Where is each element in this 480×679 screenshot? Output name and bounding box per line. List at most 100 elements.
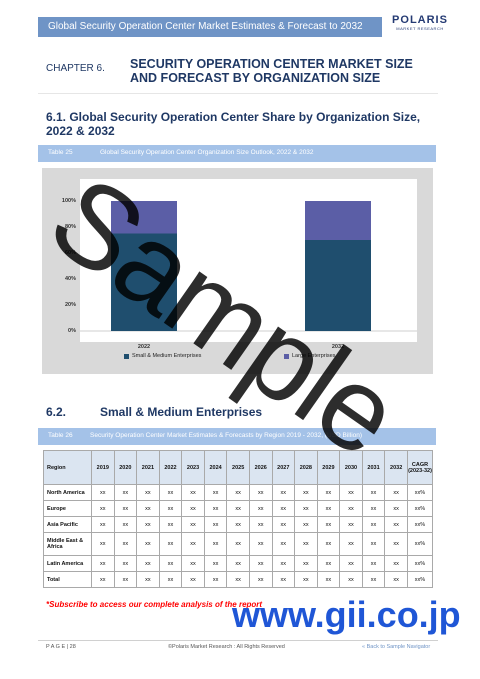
y-tick-label: 100% <box>61 198 76 204</box>
column-header: 2023 <box>181 450 205 485</box>
x-tick-label-2032: 2032 <box>331 344 345 350</box>
table-cell: xx% <box>407 516 433 533</box>
table-cell: xx <box>316 555 341 572</box>
table-cell: xx <box>339 555 363 572</box>
column-header: 2024 <box>203 450 228 485</box>
plot-area <box>80 179 417 342</box>
back-to-navigator-link[interactable]: « Back to Sample Navigator <box>362 644 431 650</box>
section-6-2-title: Small & Medium Enterprises <box>100 405 263 419</box>
table-cell: xx <box>361 500 386 517</box>
chapter-label: CHAPTER 6. <box>46 63 105 74</box>
table-cell: xx <box>271 555 296 572</box>
table-cell: xx <box>136 516 160 533</box>
chapter-divider <box>38 93 438 94</box>
table-25-number: Table 25 <box>48 149 73 156</box>
y-tick-label: 0% <box>68 328 76 334</box>
table-cell: xx <box>203 571 228 588</box>
x-tick-label-2022: 2022 <box>137 344 151 350</box>
subscribe-notice[interactable]: *Subscribe to access our complete analys… <box>46 600 263 609</box>
column-header: 2030 <box>339 450 363 485</box>
table-cell: xx <box>158 484 183 501</box>
table-cell: xx <box>113 555 138 572</box>
table-cell: xx <box>158 571 183 588</box>
table-cell: xx <box>181 500 205 517</box>
table-cell: xx <box>339 532 363 556</box>
table-cell: xx <box>361 555 386 572</box>
table-header-row: Region 2019 2020 2021 2022 2023 2024 2025 2026 20… <box>43 450 433 485</box>
row-label: Middle East & Africa <box>43 532 92 556</box>
footer-divider <box>38 640 438 641</box>
table-cell: xx <box>113 571 138 588</box>
table-cell: xx <box>339 516 363 533</box>
table-cell: xx <box>181 532 205 556</box>
table-cell: xx <box>113 500 138 517</box>
header-bar: Global Security Operation Center Market … <box>38 17 382 37</box>
bar-2022-series-1 <box>111 201 177 234</box>
table-cell: xx <box>91 484 115 501</box>
table-25-caption: Global Security Operation Center Organiz… <box>100 149 314 156</box>
column-header: 2031 <box>361 450 386 485</box>
table-cell: xx <box>136 555 160 572</box>
y-tick-label: 80% <box>64 224 76 230</box>
table-cell: xx% <box>407 571 433 588</box>
logo-subtitle: MARKET RESEARCH <box>396 26 444 31</box>
table-cell: xx <box>226 555 250 572</box>
table-row: Total xx xx xx xx xx xx xx xx xx xx xx xx xx xx xx% <box>43 571 433 588</box>
table-cell: xx <box>248 555 273 572</box>
table-cell: xx <box>294 484 318 501</box>
x-axis-labels: 2022 2032 <box>42 168 433 374</box>
table-cell: xx <box>203 500 228 517</box>
table-cell: xx <box>339 500 363 517</box>
table-cell: xx <box>361 571 386 588</box>
column-header: 2032 <box>384 450 408 485</box>
table-cell: xx <box>203 555 228 572</box>
table-cell: xx <box>226 571 250 588</box>
table-cell: xx <box>271 500 296 517</box>
table-cell: xx <box>294 571 318 588</box>
table-cell: xx <box>136 571 160 588</box>
column-header: 2020 <box>113 450 138 485</box>
table-cell: xx <box>226 500 250 517</box>
table-cell: xx <box>316 571 341 588</box>
table-cell: xx% <box>407 500 433 517</box>
table-cell: xx <box>384 484 408 501</box>
column-header: 2025 <box>226 450 250 485</box>
legend-swatch-0 <box>124 354 129 359</box>
table-cell: xx <box>113 484 138 501</box>
table-cell: xx <box>271 516 296 533</box>
table-row: Latin America xx xx xx xx xx xx xx xx xx xx xx xx xx x… <box>43 555 433 572</box>
column-header: 2028 <box>294 450 318 485</box>
table-cell: xx <box>136 532 160 556</box>
bar-2032-series-0 <box>305 240 371 331</box>
section-6-1-title: 6.1. Global Security Operation Center Sh… <box>46 110 421 138</box>
table-26-caption: Security Operation Center Market Estimat… <box>90 432 363 439</box>
row-label: Latin America <box>43 555 92 572</box>
table-cell: xx <box>316 532 341 556</box>
regional-estimates-table: Region 2019 2020 2021 2022 2023 2024 2025 2026 20… <box>43 450 433 588</box>
row-label: Europe <box>43 500 92 517</box>
table-cell: xx <box>248 532 273 556</box>
table-cell: xx <box>91 571 115 588</box>
table-25-caption-bar: Table 25 Global Security Operation Cente… <box>38 145 436 162</box>
footer-copyright: ©Polaris Market Research : All Rights Re… <box>168 644 285 650</box>
table-cell: xx <box>384 516 408 533</box>
table-26-caption-bar: Table 26 Security Operation Center Marke… <box>38 428 436 445</box>
table-cell: xx% <box>407 532 433 556</box>
column-header: 2022 <box>158 450 183 485</box>
table-row: Asia Pacific xx xx xx xx xx xx xx xx xx xx xx xx xx xx… <box>43 516 433 533</box>
table-cell: xx <box>361 484 386 501</box>
bar-2022-series-0 <box>111 233 177 331</box>
table-cell: xx <box>316 484 341 501</box>
table-cell: xx <box>316 516 341 533</box>
table-cell: xx <box>294 555 318 572</box>
column-header: 2021 <box>136 450 160 485</box>
table-cell: xx% <box>407 484 433 501</box>
table-cell: xx <box>226 532 250 556</box>
column-header: 2019 <box>91 450 115 485</box>
table-cell: xx <box>339 571 363 588</box>
stacked-bar-chart <box>80 201 417 332</box>
y-tick-label: 40% <box>64 276 76 282</box>
header-title: Global Security Operation Center Market … <box>48 21 363 32</box>
column-header: Region <box>43 450 92 485</box>
table-cell: xx <box>248 516 273 533</box>
